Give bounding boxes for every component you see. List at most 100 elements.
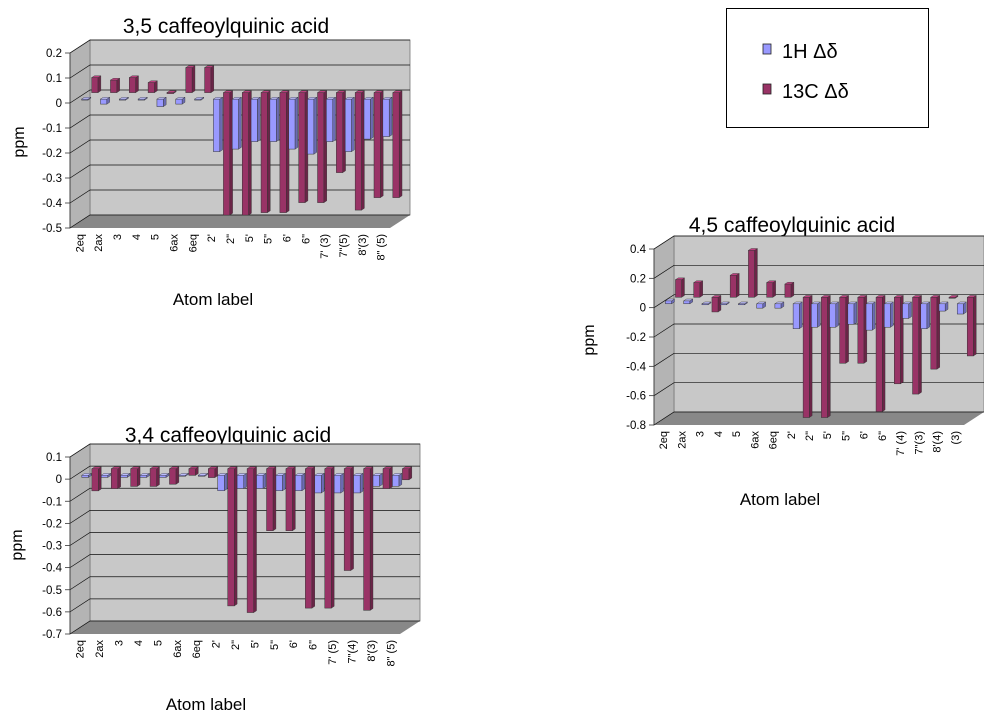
bar-top-face	[774, 301, 785, 304]
bar-top-face	[966, 295, 977, 298]
gridline	[69, 465, 420, 480]
bar-13c-8-4	[948, 295, 959, 299]
bar-top-face	[222, 90, 234, 93]
bar-front-face	[241, 92, 249, 216]
gridline	[653, 264, 984, 279]
x-tick-label: 6ax	[172, 640, 184, 658]
bar-top-face	[893, 295, 904, 298]
bar-front-face	[711, 297, 719, 313]
x-tick-label: 8" (5)	[376, 234, 388, 261]
bar-front-face	[802, 297, 810, 418]
bar-13c-5	[168, 466, 180, 485]
bar-front-face	[326, 98, 334, 142]
x-tick-label: (3)	[950, 431, 962, 444]
bar-front-face	[766, 282, 774, 298]
bar-side-face	[313, 96, 317, 155]
bar-side-face	[799, 301, 803, 330]
bar-top-face	[674, 277, 686, 280]
bar-front-face	[208, 468, 216, 478]
bar-top-face	[178, 473, 189, 476]
bar-side-face	[369, 466, 374, 611]
y-axis-label: ppm	[11, 126, 28, 157]
bar-side-face	[890, 301, 894, 328]
bar-side-face	[234, 466, 238, 607]
bar-front-face	[353, 474, 361, 494]
x-tick-label: 7' (4)	[895, 431, 907, 456]
bar-1h-5	[250, 96, 261, 142]
bar-top-face	[269, 97, 280, 100]
bar-front-face	[675, 279, 682, 298]
bar-front-face	[382, 98, 390, 137]
bar-1h-6	[306, 96, 318, 155]
x-tick-label: 6"	[308, 640, 320, 650]
bar-13c-4	[149, 466, 161, 487]
bar-1h-8-4	[938, 301, 949, 312]
bar-front-face	[920, 303, 928, 329]
x-tick-label: 6"	[877, 431, 889, 441]
y-tick-label: 0	[640, 303, 646, 315]
bar-side-face	[817, 301, 821, 328]
x-tick-label: 3	[112, 234, 124, 240]
y-tick-label: 0	[56, 474, 62, 486]
bar-top-face	[382, 97, 393, 100]
bar-side-face	[156, 466, 160, 487]
x-tick-label: 7' (3)	[319, 234, 331, 259]
bar-front-face	[256, 474, 264, 489]
bar-front-face	[865, 303, 873, 331]
bar-1h-2	[810, 301, 822, 328]
bar-side-face	[790, 281, 795, 298]
x-tick-label: 4	[131, 234, 143, 240]
bar-side-face	[219, 96, 223, 152]
chart-floor	[70, 215, 410, 228]
bar-top-face	[948, 295, 959, 298]
x-axis-label: Atom label	[173, 290, 253, 309]
bar-side-face	[754, 248, 758, 298]
bar-13c-6	[893, 295, 904, 385]
bar-top-face	[857, 295, 868, 298]
bar-1h-2	[236, 473, 248, 489]
y-axis-label: ppm	[9, 529, 26, 560]
bar-1h-4	[719, 301, 730, 306]
bar-front-face	[279, 92, 287, 213]
bar-13c-2ax	[693, 280, 704, 298]
x-tick-label: 5	[150, 234, 162, 240]
x-tick-label: 5"	[269, 640, 281, 650]
chart-floor	[70, 621, 420, 634]
bar-top-face	[755, 301, 767, 304]
bar-1h-7-3	[920, 301, 931, 330]
bar-top-face	[683, 298, 694, 302]
y-tick-label: -0.2	[42, 148, 62, 160]
bar-top-face	[110, 466, 122, 469]
bar-front-face	[938, 303, 946, 312]
bar-13c-2	[820, 295, 832, 418]
bar-front-face	[266, 468, 274, 531]
bar-top-face	[294, 473, 306, 476]
bar-1h-6	[288, 96, 299, 150]
bar-front-face	[130, 468, 138, 487]
bar-front-face	[81, 474, 89, 478]
y-tick-label: -0.7	[42, 629, 62, 641]
bar-top-face	[747, 248, 759, 251]
bar-13c-3	[128, 75, 140, 93]
bar-front-face	[288, 98, 296, 150]
bar-13c-2	[246, 466, 258, 613]
bar-13c-3	[711, 295, 722, 313]
bar-front-face	[314, 474, 322, 494]
bar-front-face	[298, 92, 306, 203]
bar-1h-2eq	[80, 96, 92, 101]
bar-1h-2ax	[100, 473, 112, 478]
bar-front-face	[729, 275, 737, 298]
bar-top-face	[737, 301, 749, 304]
x-tick-label: 5'	[244, 234, 256, 242]
bar-front-face	[956, 303, 964, 315]
bar-top-face	[188, 466, 199, 469]
bar-side-face	[926, 301, 930, 330]
bar-front-face	[269, 98, 277, 142]
bar-13c-5	[260, 90, 271, 213]
y-tick-label: 0.1	[46, 452, 62, 464]
y-tick-label: 0	[56, 98, 62, 110]
bar-front-face	[884, 303, 891, 328]
bar-side-face	[117, 466, 121, 490]
bar-13c-8-3	[373, 90, 384, 198]
bar-side-face	[340, 473, 344, 494]
